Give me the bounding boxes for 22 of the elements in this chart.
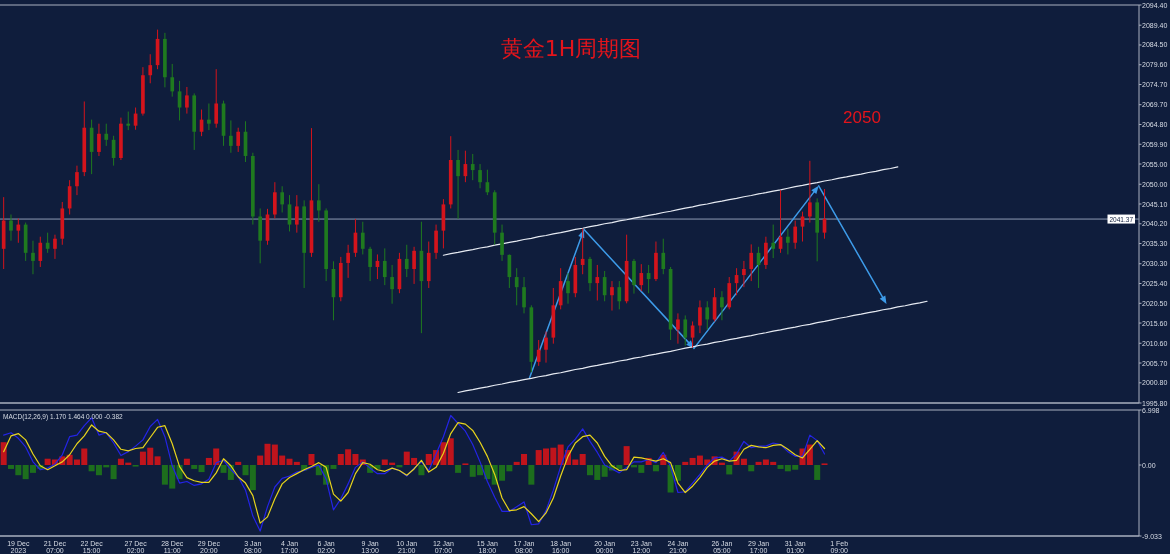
- bar: [579, 454, 586, 465]
- bar: [726, 465, 733, 475]
- bar: [198, 465, 205, 473]
- bar: [814, 465, 821, 480]
- bar: [682, 461, 689, 465]
- bar: [652, 465, 659, 472]
- bar: [623, 446, 630, 465]
- text: 黄金1H周期图: [500, 35, 642, 61]
- bar: [455, 465, 462, 473]
- bar: [110, 465, 117, 480]
- bar: [418, 465, 425, 476]
- bar: [528, 465, 535, 485]
- bar: [447, 438, 454, 465]
- bar: [748, 465, 755, 472]
- bar: [191, 465, 198, 469]
- bar: [0, 442, 7, 465]
- annotation: 2050: [843, 107, 881, 127]
- bar: [308, 454, 315, 465]
- bar: [183, 458, 190, 465]
- bar: [154, 456, 161, 465]
- bar: [235, 461, 242, 465]
- bar: [257, 455, 264, 465]
